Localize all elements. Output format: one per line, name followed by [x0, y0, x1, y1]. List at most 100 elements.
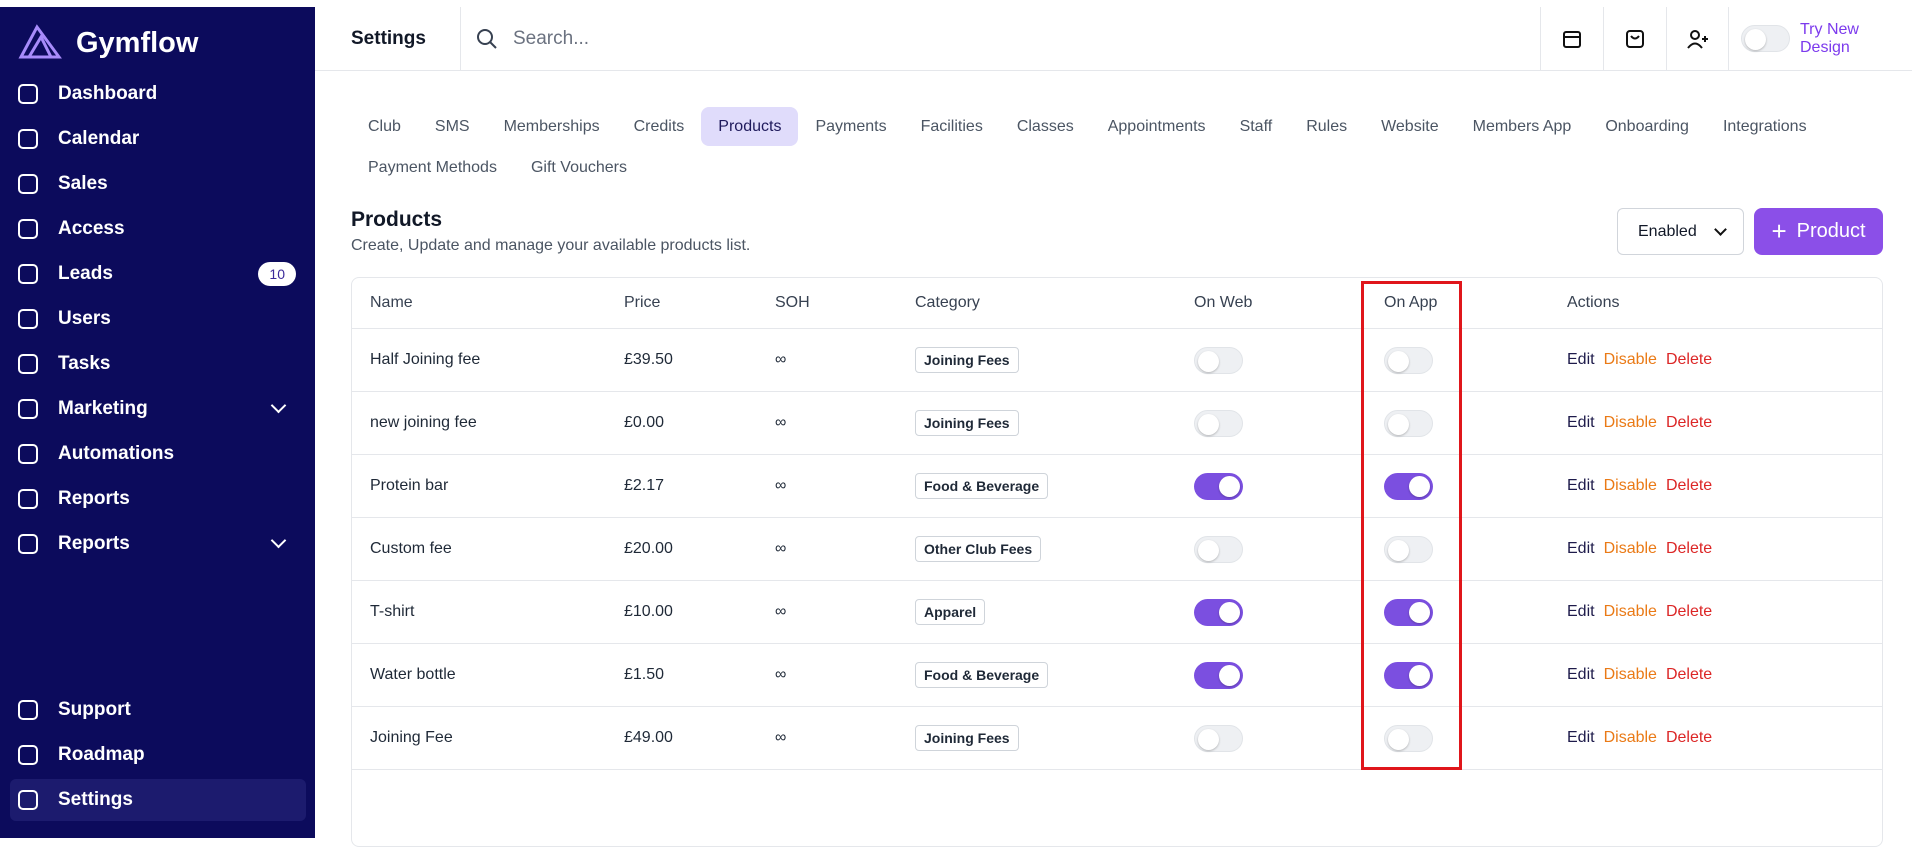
- tab[interactable]: Rules: [1306, 117, 1348, 135]
- tab[interactable]: Payments: [815, 117, 887, 135]
- toggle[interactable]: [1384, 473, 1433, 500]
- tab[interactable]: Credits: [633, 117, 685, 135]
- toggle-knob: [1388, 729, 1409, 750]
- nav-item[interactable]: Settings: [10, 779, 306, 821]
- action-link[interactable]: Delete: [1665, 666, 1713, 683]
- toggle[interactable]: [1194, 347, 1243, 374]
- search-placeholder: Search...: [513, 27, 590, 49]
- row-divider: [352, 643, 1882, 644]
- nav-item[interactable]: Calendar: [10, 118, 306, 160]
- toggle[interactable]: [1194, 536, 1243, 563]
- action-link[interactable]: Delete: [1665, 603, 1713, 620]
- try-new-design[interactable]: Try New Design: [1800, 20, 1859, 56]
- action-link[interactable]: Edit: [1567, 414, 1595, 431]
- toggle[interactable]: [1384, 536, 1433, 563]
- toggle-knob: [1745, 29, 1766, 50]
- tab[interactable]: Members App: [1472, 117, 1572, 135]
- action-link[interactable]: Edit: [1567, 540, 1595, 557]
- action-link[interactable]: Edit: [1567, 351, 1595, 368]
- nav-item[interactable]: Sales: [10, 163, 306, 205]
- tab[interactable]: Club: [368, 117, 401, 135]
- toggle[interactable]: [1194, 473, 1243, 500]
- add-user-button[interactable]: [1666, 7, 1729, 70]
- products-table: Name Price SOH Category On Web On App Actions H…: [351, 277, 1883, 847]
- nav-badge: 10: [258, 262, 296, 286]
- toggle-knob: [1198, 540, 1219, 561]
- category-badge: Food & Beverage: [915, 662, 1049, 688]
- tab[interactable]: Onboarding: [1605, 117, 1689, 135]
- nav-item[interactable]: Leads 10: [10, 253, 306, 295]
- action-link[interactable]: Disable: [1603, 603, 1657, 620]
- tab[interactable]: Gift Vouchers: [530, 158, 627, 176]
- action-link[interactable]: Disable: [1603, 666, 1657, 683]
- nav-item[interactable]: Automations: [10, 433, 306, 475]
- tab[interactable]: Payment Methods: [368, 158, 497, 176]
- nav-item[interactable]: Support: [10, 689, 306, 731]
- toggle-knob: [1198, 414, 1219, 435]
- tab[interactable]: Facilities: [920, 117, 983, 135]
- price: £20.00: [624, 540, 673, 557]
- column-header: SOH: [775, 294, 810, 311]
- toggle[interactable]: [1194, 725, 1243, 752]
- tab[interactable]: Appointments: [1107, 117, 1206, 135]
- nav-item[interactable]: Reports: [10, 478, 306, 520]
- tab[interactable]: Classes: [1016, 117, 1074, 135]
- nav-item[interactable]: Users: [10, 298, 306, 340]
- search[interactable]: Search...: [461, 7, 1540, 70]
- calendar-button[interactable]: [1540, 7, 1603, 70]
- column-header: Price: [624, 294, 661, 311]
- toggle-knob: [1388, 540, 1409, 561]
- action-link[interactable]: Delete: [1665, 729, 1713, 746]
- add-product-button[interactable]: + Product: [1754, 208, 1883, 255]
- action-link[interactable]: Disable: [1603, 351, 1657, 368]
- toggle-knob: [1388, 351, 1409, 372]
- nav-label: Marketing: [58, 398, 148, 419]
- nav-item[interactable]: Reports: [10, 523, 306, 565]
- action-link[interactable]: Edit: [1567, 666, 1595, 683]
- action-link[interactable]: Edit: [1567, 729, 1595, 746]
- action-link[interactable]: Disable: [1603, 477, 1657, 494]
- category-badge: Joining Fees: [915, 347, 1019, 373]
- toggle[interactable]: [1384, 662, 1433, 689]
- action-link[interactable]: Delete: [1665, 351, 1713, 368]
- action-link[interactable]: Edit: [1567, 477, 1595, 494]
- nav-item[interactable]: Dashboard: [10, 73, 306, 115]
- action-link[interactable]: Disable: [1603, 540, 1657, 557]
- toggle[interactable]: [1194, 410, 1243, 437]
- toggle[interactable]: [1194, 599, 1243, 626]
- design-toggle[interactable]: [1741, 25, 1790, 52]
- nav-item[interactable]: Roadmap: [10, 734, 306, 776]
- cart-button[interactable]: [1603, 7, 1666, 70]
- action-link[interactable]: Delete: [1665, 540, 1713, 557]
- tab[interactable]: SMS: [434, 117, 470, 135]
- toggle-knob: [1409, 602, 1430, 623]
- nav-item[interactable]: Tasks: [10, 343, 306, 385]
- action-link[interactable]: Edit: [1567, 603, 1595, 620]
- tab[interactable]: Memberships: [503, 117, 600, 135]
- action-link[interactable]: Delete: [1665, 477, 1713, 494]
- price: £10.00: [624, 603, 673, 620]
- nav-item[interactable]: Marketing: [10, 388, 306, 430]
- toggle-knob: [1409, 665, 1430, 686]
- nav-label: Calendar: [58, 128, 140, 149]
- nav-item[interactable]: Access: [10, 208, 306, 250]
- filter-dropdown[interactable]: Enabled: [1617, 208, 1744, 255]
- toggle[interactable]: [1384, 347, 1433, 374]
- action-link[interactable]: Delete: [1665, 414, 1713, 431]
- action-link[interactable]: Disable: [1603, 414, 1657, 431]
- tab[interactable]: Integrations: [1722, 117, 1807, 135]
- toggle[interactable]: [1384, 725, 1433, 752]
- nav-icon: [18, 534, 38, 554]
- tab[interactable]: Staff: [1239, 117, 1273, 135]
- toggle[interactable]: [1384, 410, 1433, 437]
- toggle[interactable]: [1194, 662, 1243, 689]
- toggle[interactable]: [1384, 599, 1433, 626]
- column-header: On Web: [1194, 294, 1253, 311]
- category-badge: Other Club Fees: [915, 536, 1042, 562]
- action-link[interactable]: Disable: [1603, 729, 1657, 746]
- top-bar: Settings Search... Try New Design: [315, 7, 1912, 71]
- tab[interactable]: Website: [1381, 117, 1439, 135]
- tab[interactable]: Products: [701, 107, 799, 146]
- cart-icon: [1626, 29, 1644, 48]
